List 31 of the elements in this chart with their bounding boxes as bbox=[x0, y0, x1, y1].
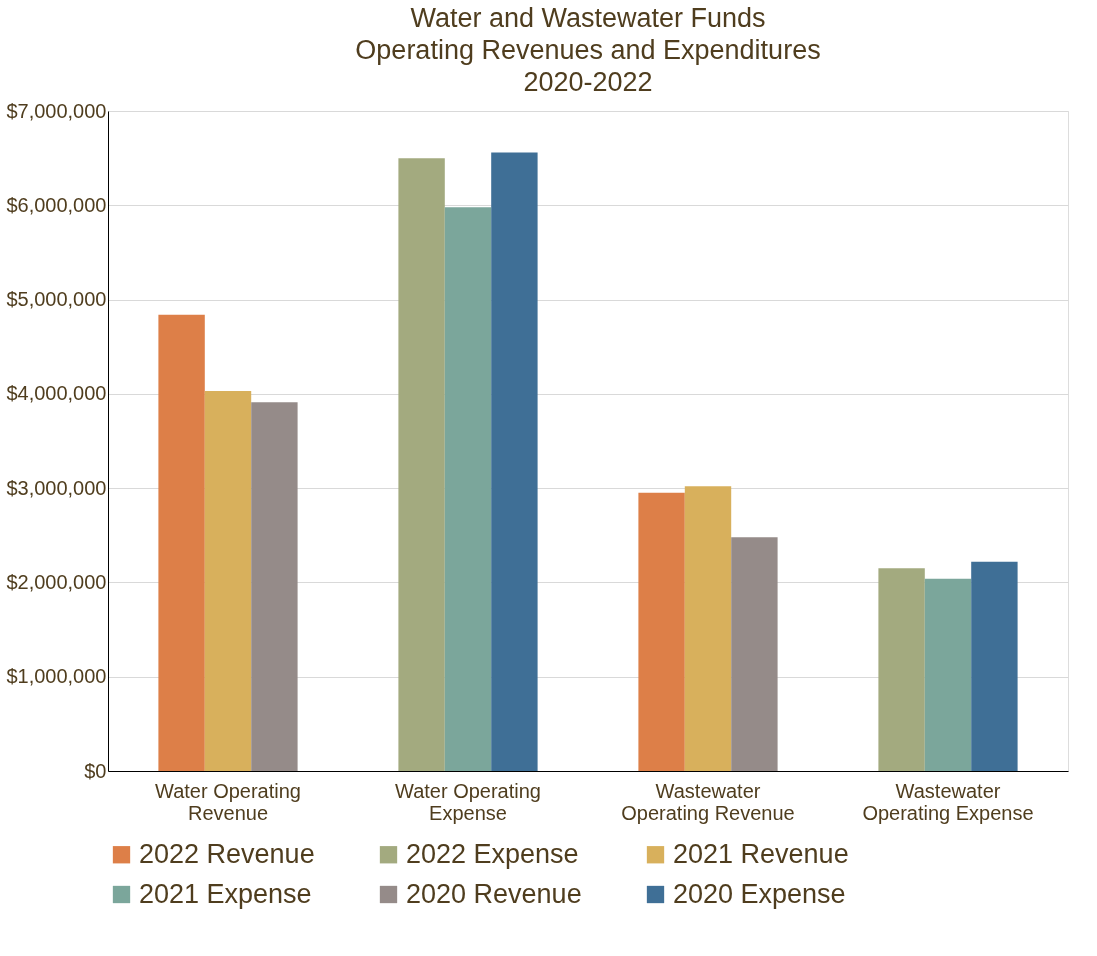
y-tick-label: $0 bbox=[84, 759, 107, 782]
bar bbox=[638, 492, 685, 771]
bar bbox=[971, 561, 1018, 771]
bar bbox=[398, 158, 445, 771]
x-tick-label: Water Operating Revenue bbox=[155, 779, 301, 824]
legend-label: 2020 Expense bbox=[673, 878, 846, 909]
chart-title: Water and Wastewater Funds Operating Revenues and Expenditures 2020-2022 bbox=[355, 3, 821, 97]
legend-label: 2020 Revenue bbox=[406, 878, 582, 909]
y-tick-label: $1,000,000 bbox=[6, 665, 107, 688]
bar bbox=[204, 391, 252, 771]
y-tick-label: $7,000,000 bbox=[6, 99, 107, 122]
bar bbox=[924, 578, 972, 771]
bar bbox=[491, 152, 538, 771]
bar bbox=[684, 486, 732, 771]
y-tick-label: $3,000,000 bbox=[6, 476, 107, 499]
y-tick-label: $2,000,000 bbox=[6, 570, 107, 593]
y-tick-label: $6,000,000 bbox=[6, 193, 107, 216]
bar bbox=[731, 537, 778, 771]
x-tick-label: Wastewater Operating Expense bbox=[862, 779, 1034, 824]
x-tick-label: Wastewater Operating Revenue bbox=[621, 779, 795, 824]
legend-label: 2022 Revenue bbox=[139, 838, 315, 869]
bar bbox=[444, 207, 492, 771]
y-tick-label: $4,000,000 bbox=[6, 382, 107, 405]
bar bbox=[251, 402, 298, 771]
bar bbox=[878, 568, 925, 771]
bar bbox=[158, 314, 205, 771]
legend-label: 2022 Expense bbox=[406, 838, 579, 869]
x-tick-label: Water Operating Expense bbox=[395, 779, 541, 824]
y-tick-label: $5,000,000 bbox=[6, 288, 107, 311]
legend-label: 2021 Revenue bbox=[673, 838, 849, 869]
legend-label: 2021 Expense bbox=[139, 878, 312, 909]
